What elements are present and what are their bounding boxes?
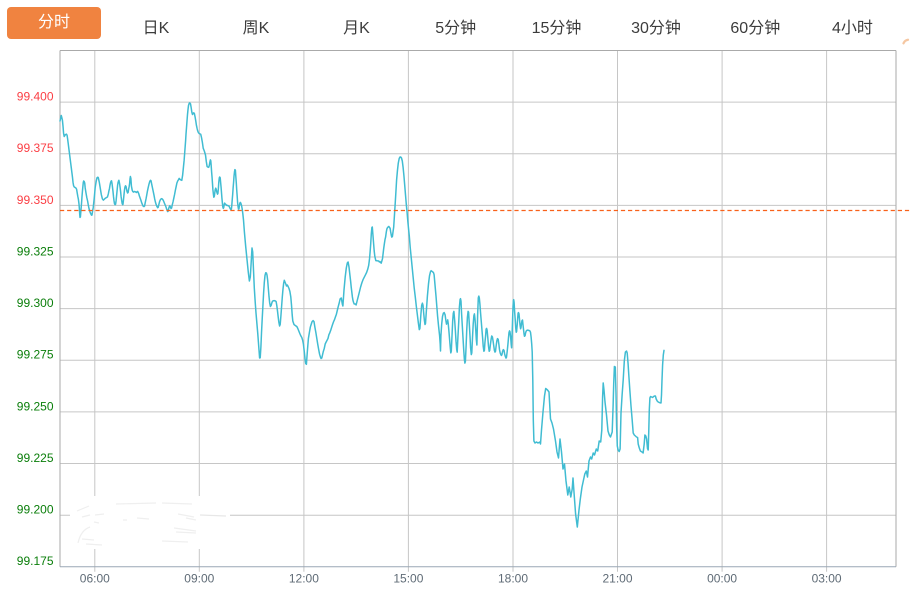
svg-text:21:00: 21:00 [602, 572, 632, 586]
svg-text:06:00: 06:00 [80, 572, 110, 586]
svg-text:18:00: 18:00 [498, 572, 528, 586]
svg-text:99.375: 99.375 [17, 141, 54, 155]
svg-text:99.200: 99.200 [17, 503, 54, 517]
svg-text:00:00: 00:00 [707, 572, 737, 586]
svg-text:99.400: 99.400 [17, 90, 54, 104]
svg-text:99.175: 99.175 [17, 554, 54, 568]
svg-text:99.225: 99.225 [17, 451, 54, 465]
svg-text:99.325: 99.325 [17, 244, 54, 258]
svg-text:03:00: 03:00 [812, 572, 842, 586]
svg-text:99.350: 99.350 [17, 193, 54, 207]
svg-text:09:00: 09:00 [184, 572, 214, 586]
svg-text:99.250: 99.250 [17, 399, 54, 413]
svg-text:99.300: 99.300 [17, 296, 54, 310]
svg-text:15:00: 15:00 [393, 572, 423, 586]
svg-text:12:00: 12:00 [289, 572, 319, 586]
svg-text:99.275: 99.275 [17, 348, 54, 362]
